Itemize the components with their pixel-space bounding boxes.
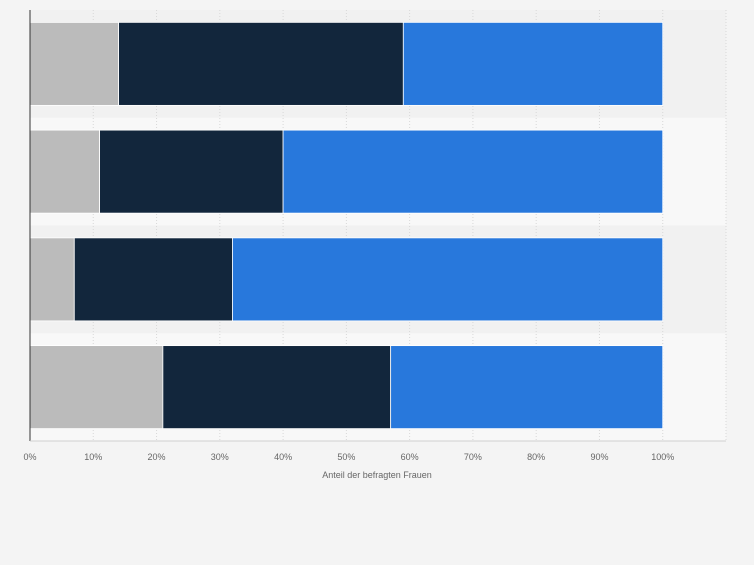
axes — [29, 10, 726, 442]
x-axis-label: Anteil der befragten Frauen — [322, 470, 432, 480]
bar-segment — [390, 345, 664, 430]
x-tick-label: 20% — [148, 452, 166, 462]
x-tick-label: 40% — [274, 452, 292, 462]
bar-segment — [99, 129, 284, 214]
x-tick-label: 70% — [464, 452, 482, 462]
bar-segment — [232, 237, 664, 322]
bars — [29, 21, 664, 430]
bar-segment — [162, 345, 392, 430]
bar-segment — [282, 129, 664, 214]
x-tick-label: 30% — [211, 452, 229, 462]
x-tick-label: 80% — [527, 452, 545, 462]
x-tick-label: 100% — [651, 452, 674, 462]
bar-segment — [29, 345, 164, 430]
x-tick-label: 50% — [337, 452, 355, 462]
bar-segment — [29, 237, 75, 322]
x-tick-label: 0% — [23, 452, 36, 462]
bar-segment — [73, 237, 233, 322]
bar-segment — [29, 21, 119, 106]
bar-segment — [118, 21, 404, 106]
x-tick-label: 10% — [84, 452, 102, 462]
bar-segment — [402, 21, 664, 106]
x-tick-labels: 0% 10% 20% 30% 40% 50% 60% 70% 80% 90% 100% — [23, 452, 674, 462]
x-tick-label: 90% — [590, 452, 608, 462]
x-tick-label: 60% — [401, 452, 419, 462]
bar-segment — [29, 129, 100, 214]
